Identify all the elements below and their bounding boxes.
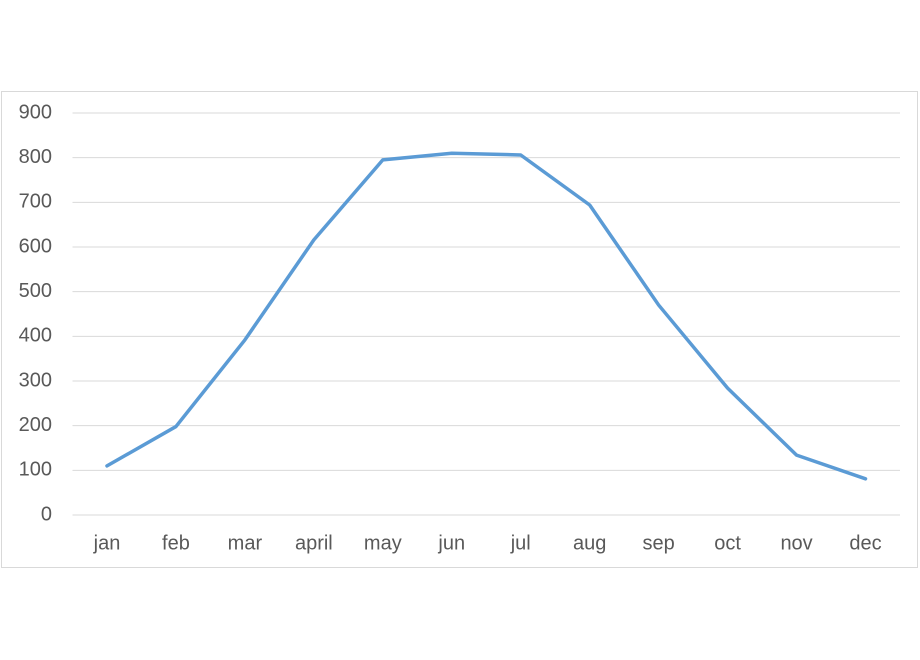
x-tick-label: jul: [510, 532, 531, 554]
x-tick-label: dec: [849, 532, 881, 554]
y-tick-label: 300: [19, 369, 52, 391]
y-tick-label: 500: [19, 280, 52, 302]
x-tick-label: aug: [573, 532, 606, 554]
x-tick-label: jan: [93, 532, 121, 554]
y-tick-label: 200: [19, 414, 52, 436]
y-tick-label: 800: [19, 146, 52, 168]
y-tick-label: 900: [19, 101, 52, 123]
data-line: [105, 151, 868, 481]
x-tick-label: mar: [228, 532, 263, 554]
x-tick-label: nov: [780, 532, 812, 554]
x-tick-label: oct: [714, 532, 741, 554]
chart-frame: [1, 91, 918, 568]
x-tick-label: may: [364, 532, 402, 554]
y-tick-label: 0: [41, 503, 52, 525]
x-tick-label: feb: [162, 532, 190, 554]
y-tick-label: 600: [19, 235, 52, 257]
y-tick-label: 700: [19, 191, 52, 213]
x-tick-label: april: [295, 532, 333, 554]
y-tick-label: 100: [19, 459, 52, 481]
y-tick-label: 400: [19, 325, 52, 347]
x-tick-label: jun: [437, 532, 465, 554]
x-tick-label: sep: [643, 532, 675, 554]
